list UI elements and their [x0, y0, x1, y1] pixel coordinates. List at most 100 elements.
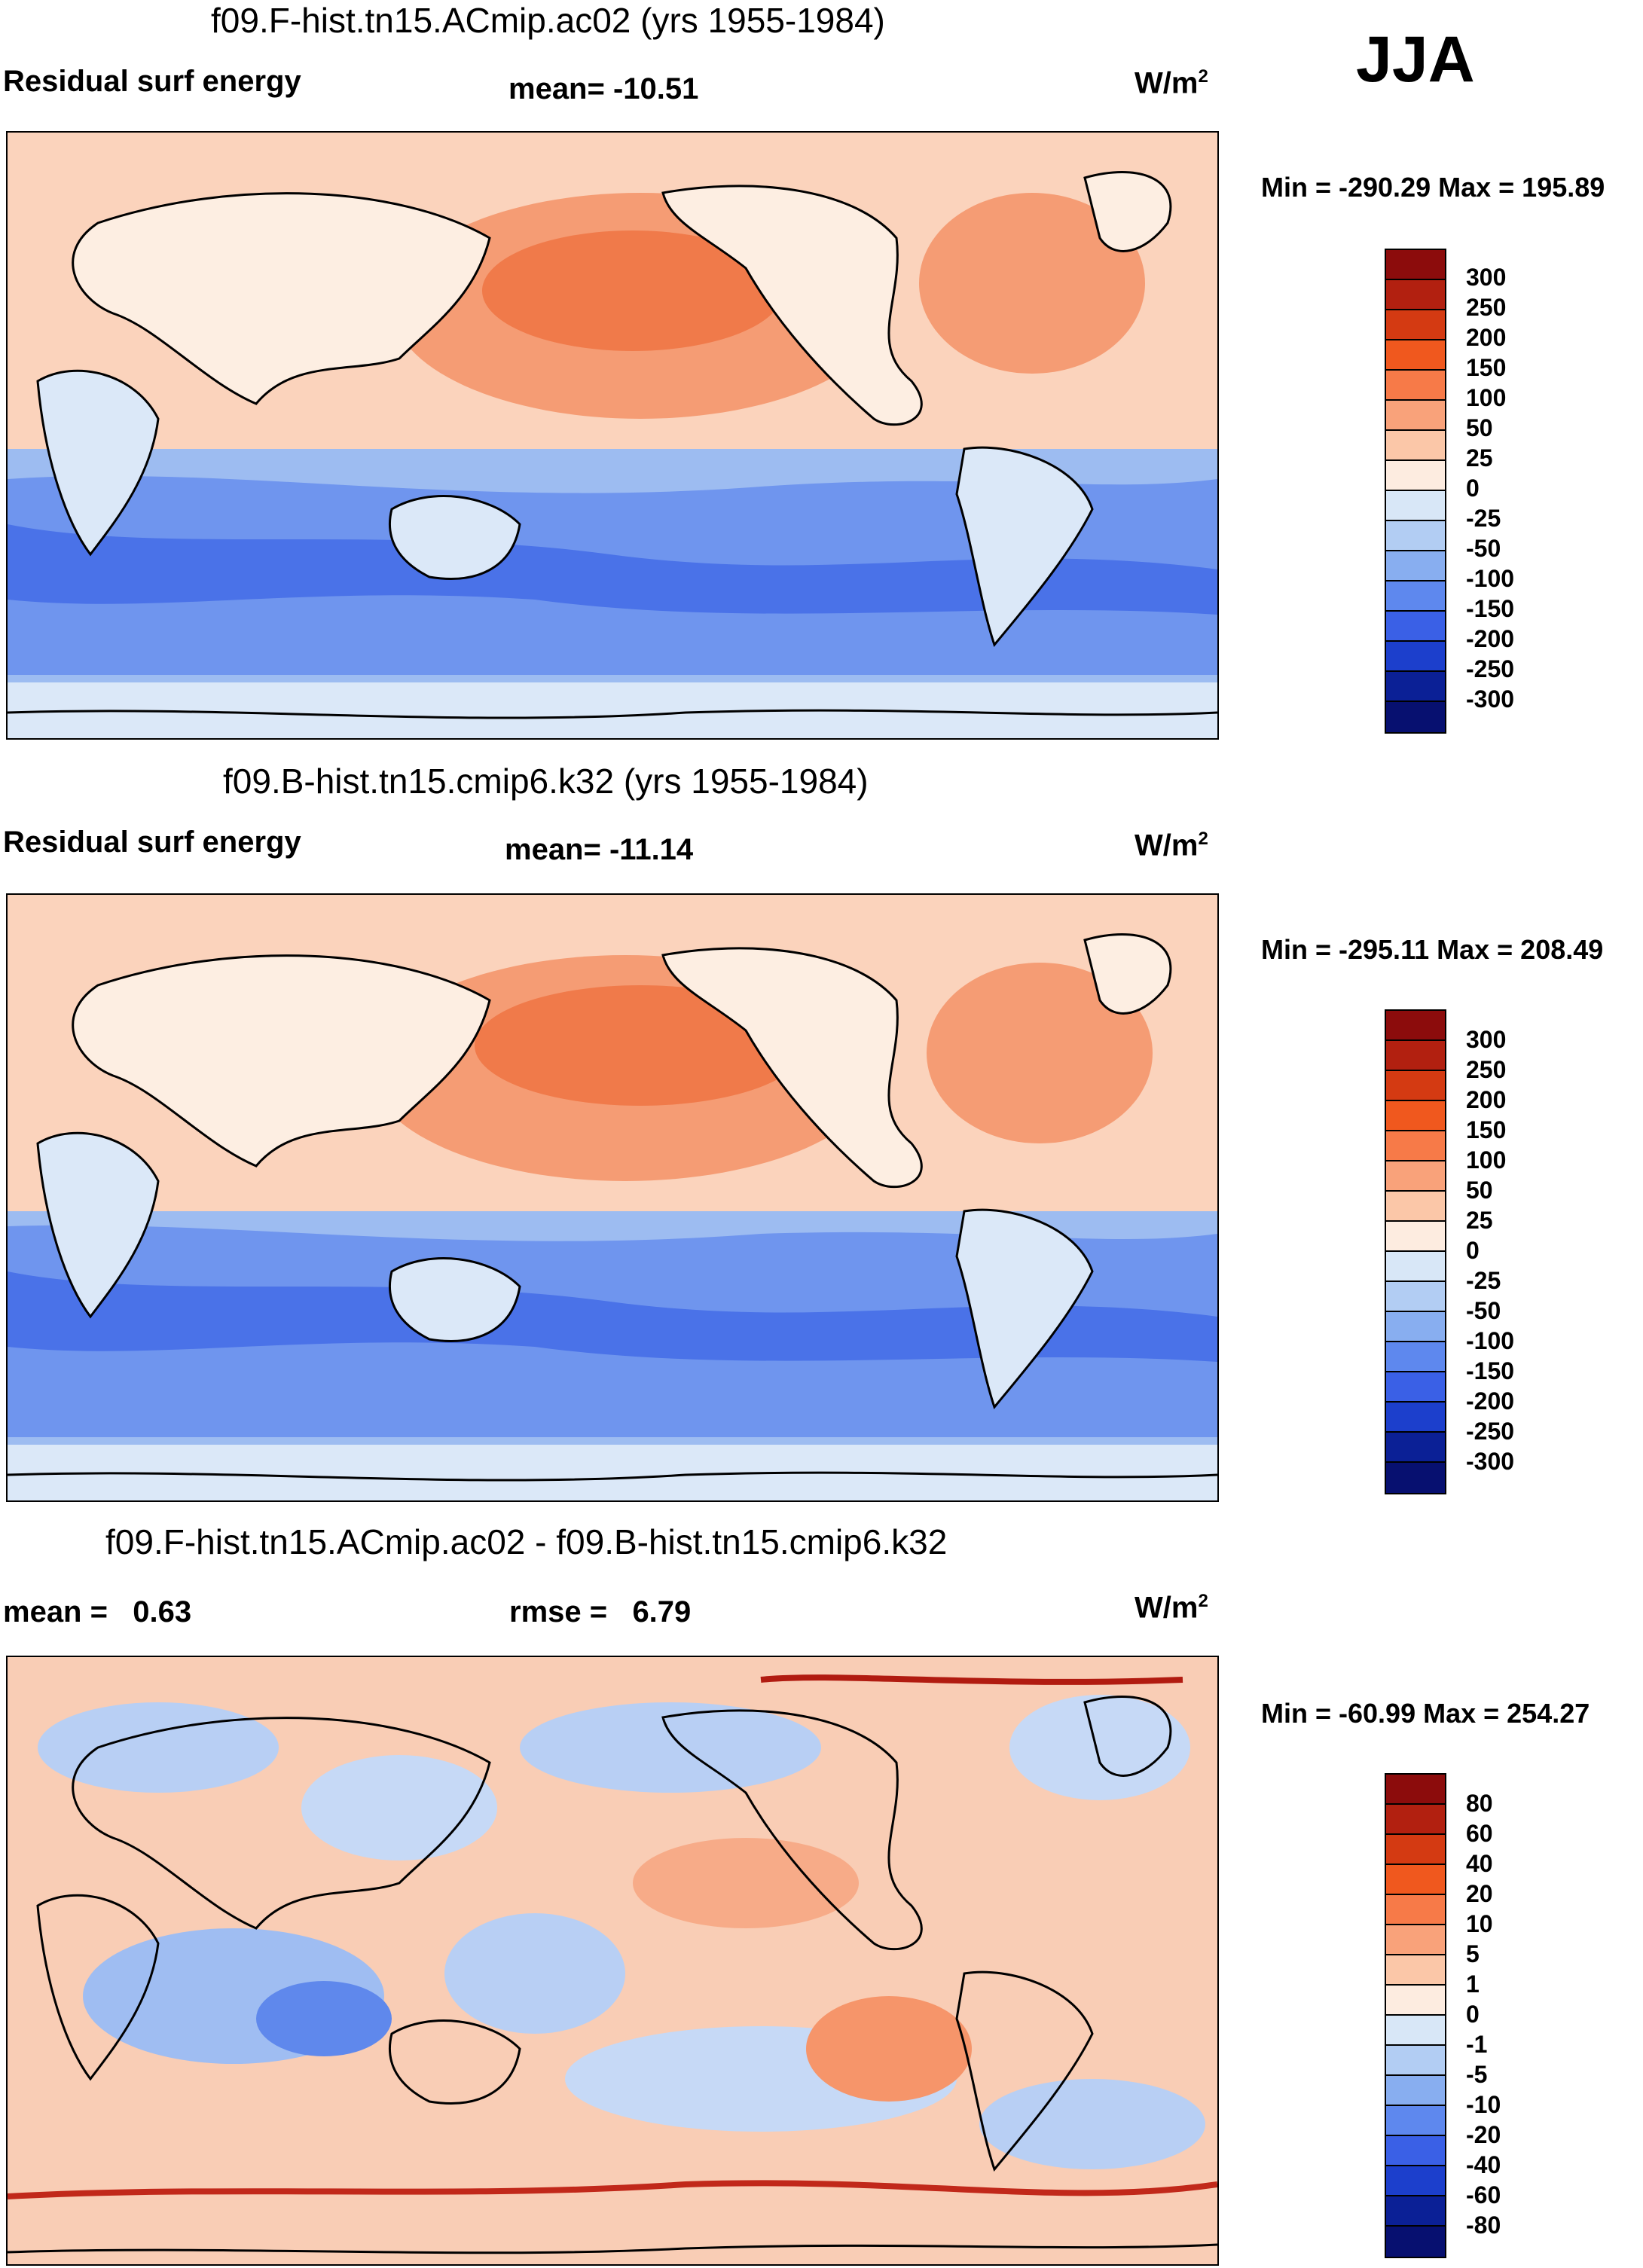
panel2-colorbar-seg	[1386, 1252, 1445, 1282]
panel1-colorbar-seg	[1386, 401, 1445, 431]
panel3-colorbar	[1385, 1773, 1446, 2258]
panel1-colorbar-seg	[1386, 340, 1445, 371]
panel2-colorbar-seg	[1386, 1131, 1445, 1161]
panel2-colorbar-seg	[1386, 1342, 1445, 1372]
panel2-colorbar-seg	[1386, 1101, 1445, 1131]
panel2-colorbar-seg	[1386, 1312, 1445, 1342]
season-label: JJA	[1356, 23, 1475, 96]
panel2-colorbar-seg	[1386, 1403, 1445, 1433]
panel2-units-label: W/m2	[1135, 829, 1208, 862]
panel1-colorbar-tick: 300	[1466, 264, 1507, 291]
panel2-colorbar-tick: 150	[1466, 1116, 1507, 1143]
panel1-colorbar-tick: -25	[1466, 505, 1501, 532]
panel2-colorbar-tick: -300	[1466, 1448, 1515, 1475]
panel2-colorbar-seg	[1386, 1071, 1445, 1101]
panel2-colorbar	[1385, 1009, 1446, 1494]
panel1-minmax: Min = -290.29 Max = 195.89	[1261, 172, 1605, 203]
panel3-colorbar-tick: -5	[1466, 2061, 1488, 2088]
panel2-colorbar-tick: -50	[1466, 1297, 1501, 1324]
panel2-colorbar-seg	[1386, 1041, 1445, 1071]
panel3-minmax: Min = -60.99 Max = 254.27	[1261, 1698, 1590, 1729]
panel2-colorbar-tick: -150	[1466, 1357, 1515, 1384]
panel1-colorbar-seg	[1386, 642, 1445, 672]
panel2-colorbar-seg	[1386, 1282, 1445, 1312]
panel3-colorbar-seg	[1386, 2016, 1445, 2046]
panel1-colorbar-tick: -200	[1466, 625, 1515, 652]
panel1-colorbar-seg	[1386, 612, 1445, 642]
panel2-colorbar-tick: 250	[1466, 1056, 1507, 1083]
panel3-colorbar-seg	[1386, 1805, 1445, 1835]
panel1-colorbar-seg	[1386, 431, 1445, 461]
panel1-colorbar-seg	[1386, 491, 1445, 521]
panel1-colorbar-seg	[1386, 702, 1445, 732]
panel2-title: f09.B-hist.tn15.cmip6.k32 (yrs 1955-1984…	[223, 762, 869, 801]
panel2-colorbar-seg	[1386, 1161, 1445, 1192]
panel1-colorbar-seg	[1386, 310, 1445, 340]
panel1-colorbar	[1385, 249, 1446, 734]
panel3-colorbar-tick: -10	[1466, 2091, 1501, 2118]
panel3-units-label: W/m2	[1135, 1591, 1208, 1625]
panel2-variable-label: Residual surf energy	[3, 826, 301, 859]
panel2-colorbar-tick: 0	[1466, 1237, 1480, 1264]
panel3-title: f09.F-hist.tn15.ACmip.ac02 - f09.B-hist.…	[105, 1522, 948, 1561]
panel3-colorbar-seg	[1386, 2196, 1445, 2227]
panel1-colorbar-tick: 0	[1466, 475, 1480, 502]
panel3-colorbar-seg	[1386, 2166, 1445, 2196]
panel1-variable-label: Residual surf energy	[3, 65, 301, 98]
panel3-colorbar-tick: -40	[1466, 2151, 1501, 2178]
panel2-colorbar-tick: -100	[1466, 1327, 1515, 1354]
panel2-minmax: Min = -295.11 Max = 208.49	[1261, 934, 1604, 965]
panel1-colorbar-tick: -100	[1466, 565, 1515, 592]
panel1-colorbar-tick: 50	[1466, 414, 1493, 441]
panel3-map	[6, 1656, 1219, 2266]
panel1-map	[6, 131, 1219, 740]
panel1-colorbar-tick: -250	[1466, 655, 1515, 682]
panel2-colorbar-seg	[1386, 1463, 1445, 1493]
panel2-mean-label: mean= -11.14	[505, 833, 694, 866]
panel1-colorbar-seg	[1386, 371, 1445, 401]
panel3-colorbar-tick: 80	[1466, 1790, 1493, 1817]
panel3-colorbar-seg	[1386, 1865, 1445, 1895]
panel3-colorbar-seg	[1386, 1775, 1445, 1805]
panel1-colorbar-seg	[1386, 250, 1445, 280]
panel1-colorbar-seg	[1386, 551, 1445, 581]
panel1-colorbar-seg	[1386, 280, 1445, 310]
panel1-colorbar-seg	[1386, 672, 1445, 702]
panel1-colorbar-tick: -50	[1466, 535, 1501, 562]
panel3-colorbar-seg	[1386, 1955, 1445, 1986]
panel3-colorbar-tick: 10	[1466, 1910, 1493, 1937]
panel3-colorbar-tick: 40	[1466, 1850, 1493, 1877]
panel1-colorbar-seg	[1386, 461, 1445, 491]
panel2-colorbar-seg	[1386, 1222, 1445, 1252]
panel3-colorbar-seg	[1386, 2046, 1445, 2076]
panel1-colorbar-seg	[1386, 581, 1445, 612]
panel1-colorbar-tick: 200	[1466, 324, 1507, 351]
panel3-colorbar-seg	[1386, 2227, 1445, 2257]
panel3-mean-label: mean = 0.63	[3, 1595, 192, 1629]
panel1-colorbar-seg	[1386, 521, 1445, 551]
panel1-colorbar-tick: 150	[1466, 354, 1507, 381]
panel2-colorbar-tick: 300	[1466, 1026, 1507, 1053]
panel2-colorbar-seg	[1386, 1372, 1445, 1403]
panel2-colorbar-tick: -25	[1466, 1267, 1501, 1294]
panel3-colorbar-tick: 0	[1466, 2001, 1480, 2028]
panel3-colorbar-seg	[1386, 2136, 1445, 2166]
panel1-title: f09.F-hist.tn15.ACmip.ac02 (yrs 1955-198…	[211, 1, 885, 40]
panel2-colorbar-seg	[1386, 1011, 1445, 1041]
panel3-colorbar-tick: -60	[1466, 2181, 1501, 2208]
panel2-colorbar-tick: -250	[1466, 1418, 1515, 1445]
panel2-colorbar-seg	[1386, 1192, 1445, 1222]
panel1-mean-label: mean= -10.51	[508, 72, 699, 105]
panel1-colorbar-tick: -300	[1466, 685, 1515, 713]
panel3-colorbar-tick: 1	[1466, 1970, 1480, 1998]
panel2-colorbar-tick: 50	[1466, 1177, 1493, 1204]
panel2-colorbar-tick: 200	[1466, 1086, 1507, 1113]
panel2-colorbar-tick: -200	[1466, 1387, 1515, 1415]
panel2-map	[6, 893, 1219, 1502]
panel3-colorbar-tick: 20	[1466, 1880, 1493, 1907]
panel3-colorbar-tick: 60	[1466, 1820, 1493, 1847]
panel3-colorbar-tick: 5	[1466, 1940, 1480, 1967]
panel1-units-label: W/m2	[1135, 66, 1208, 100]
panel3-colorbar-seg	[1386, 1925, 1445, 1955]
panel3-rmse-label: rmse = 6.79	[509, 1595, 692, 1629]
